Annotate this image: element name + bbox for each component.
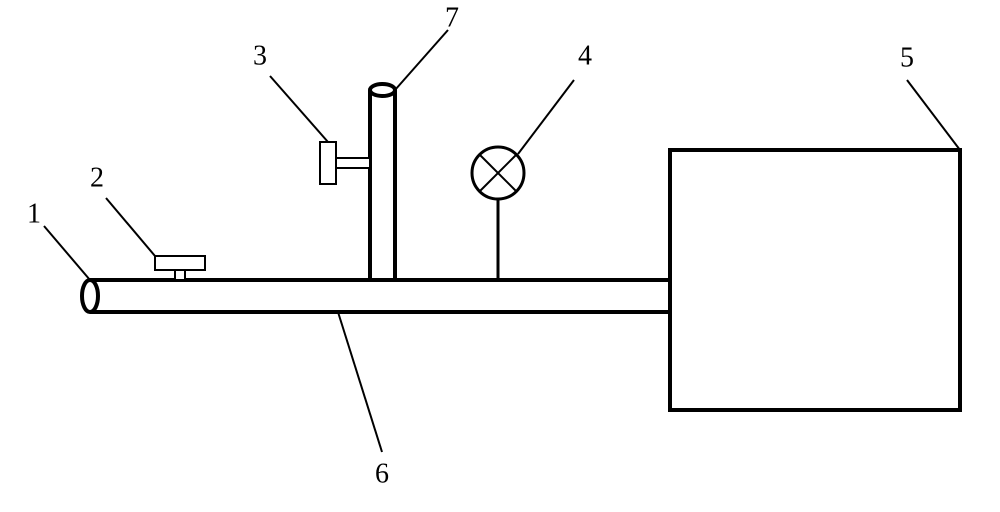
label-7: 7 bbox=[445, 2, 459, 33]
label-2: 2 bbox=[90, 162, 104, 193]
tank-box bbox=[670, 150, 960, 410]
label-3: 3 bbox=[253, 40, 267, 71]
gauge bbox=[472, 147, 524, 280]
label-6: 6 bbox=[375, 458, 389, 489]
schematic-diagram: 1 2 3 4 5 6 7 bbox=[0, 0, 1000, 512]
branch-pipe bbox=[370, 84, 395, 280]
valve-side bbox=[320, 142, 370, 184]
valve-top bbox=[155, 256, 205, 280]
label-1: 1 bbox=[27, 198, 41, 229]
label-4: 4 bbox=[578, 40, 592, 71]
main-pipe bbox=[82, 280, 670, 312]
label-5: 5 bbox=[900, 42, 914, 73]
